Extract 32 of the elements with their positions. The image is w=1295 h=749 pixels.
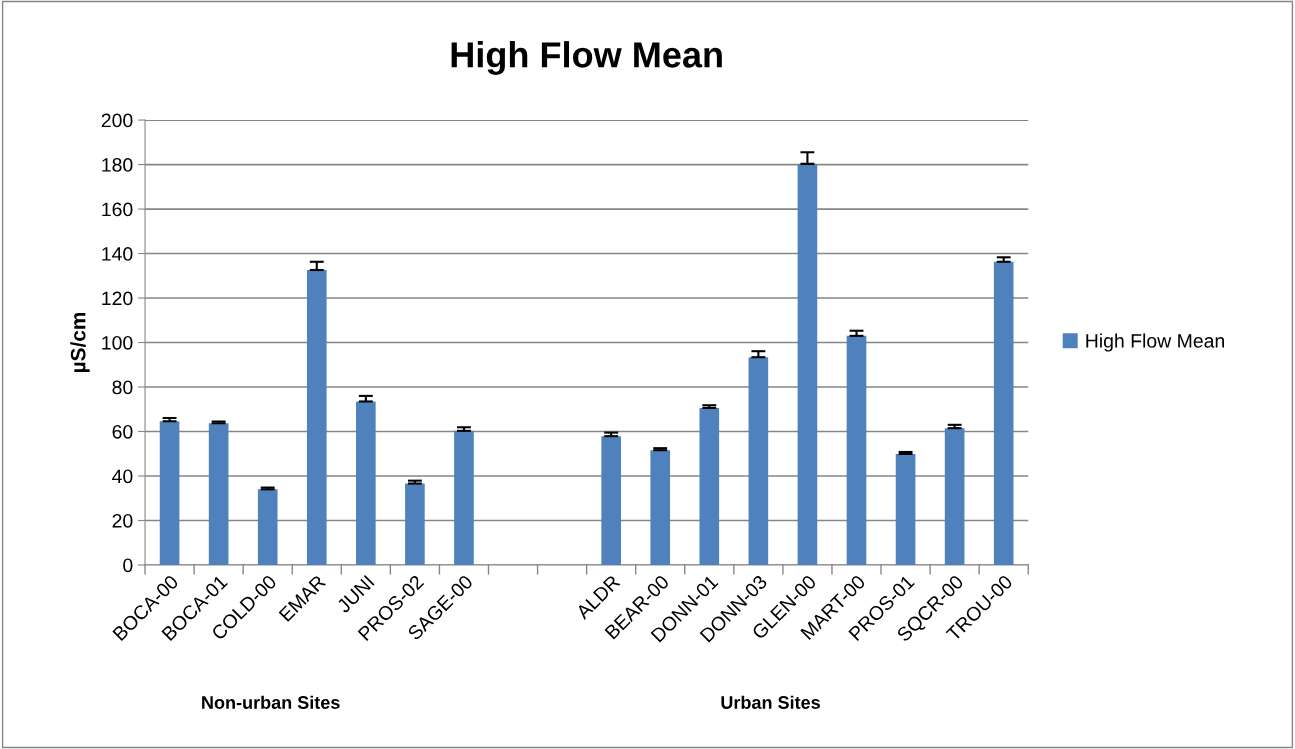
bar bbox=[257, 489, 278, 565]
bar bbox=[306, 270, 327, 565]
bar bbox=[650, 450, 671, 565]
text: Non-urban Sites bbox=[202, 695, 340, 709]
y-tick-label: 180 bbox=[102, 158, 133, 172]
y-tick-label: 160 bbox=[102, 202, 133, 217]
y-tick-label: 60 bbox=[112, 424, 133, 439]
y-tick-label: 40 bbox=[112, 469, 133, 484]
y-tick-label: 0 bbox=[123, 558, 133, 573]
bar bbox=[993, 261, 1014, 565]
bar bbox=[748, 357, 769, 565]
bar bbox=[405, 483, 425, 565]
text: Urban Sites bbox=[721, 695, 820, 709]
bar bbox=[159, 421, 180, 565]
bar bbox=[846, 335, 867, 565]
y-tick-label: 140 bbox=[102, 247, 133, 261]
bar bbox=[356, 401, 376, 565]
y-tick-label: 80 bbox=[112, 380, 133, 395]
y-tick-label: 100 bbox=[102, 335, 133, 350]
y-tick-label: 20 bbox=[112, 513, 133, 528]
y-axis-title: µS/cm bbox=[70, 312, 90, 373]
legend-label: High Flow Mean bbox=[1086, 333, 1225, 352]
y-tick-label: 200 bbox=[101, 113, 133, 128]
bar bbox=[895, 453, 916, 565]
bar bbox=[699, 407, 720, 565]
chart-title: High Flow Mean bbox=[451, 41, 722, 75]
bar bbox=[208, 423, 229, 565]
y-tick-label: 120 bbox=[102, 291, 133, 306]
bar bbox=[454, 430, 474, 565]
bar bbox=[601, 436, 621, 565]
bar bbox=[797, 163, 818, 565]
bar bbox=[944, 428, 965, 565]
